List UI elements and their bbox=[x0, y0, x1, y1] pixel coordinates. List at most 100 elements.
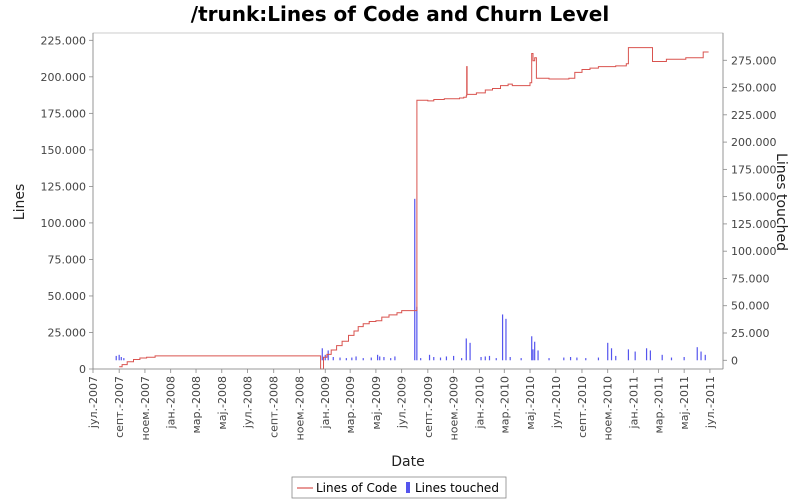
churn-bar bbox=[428, 354, 431, 361]
churn-bar bbox=[339, 357, 341, 361]
x-tick-label: септ.-2007 bbox=[113, 376, 126, 438]
churn-bar bbox=[445, 356, 448, 361]
churn-bar bbox=[469, 342, 471, 361]
x-tick-label: септ.-2009 bbox=[422, 376, 435, 438]
x-tick-label: јан.-2008 bbox=[165, 376, 178, 429]
churn-bar bbox=[433, 357, 435, 361]
y2-tick-label: 225.000 bbox=[731, 109, 777, 122]
churn-bar bbox=[597, 357, 600, 361]
churn-bar bbox=[670, 357, 673, 361]
y-tick-label: 25.000 bbox=[48, 326, 87, 339]
churn-bar bbox=[627, 349, 630, 361]
y2-tick-label: 250.000 bbox=[731, 82, 777, 95]
churn-bar bbox=[321, 348, 323, 361]
y2-tick-label: 50.000 bbox=[731, 300, 770, 313]
y-tick-label: 200.000 bbox=[41, 71, 87, 84]
x-tick-label: јан.-2009 bbox=[319, 376, 332, 429]
churn-bars bbox=[115, 198, 706, 361]
churn-bar bbox=[569, 357, 572, 361]
churn-bar bbox=[362, 358, 364, 361]
y2-tick-label: 175.000 bbox=[731, 163, 777, 176]
churn-bar bbox=[563, 357, 565, 361]
churn-bar bbox=[370, 357, 372, 361]
churn-bar bbox=[115, 355, 117, 361]
churn-bar bbox=[649, 350, 651, 361]
legend-churn-swatch bbox=[406, 482, 410, 493]
y-tick-label: 0 bbox=[79, 363, 86, 376]
churn-bar bbox=[607, 342, 609, 361]
y-tick-label: 175.000 bbox=[41, 107, 87, 120]
x-tick-label: мај.-2010 bbox=[524, 376, 537, 430]
churn-bar bbox=[520, 358, 522, 361]
churn-bar bbox=[537, 350, 539, 361]
y-tick-label: 75.000 bbox=[48, 253, 87, 266]
x-tick-label: септ.-2008 bbox=[268, 376, 281, 438]
churn-bar bbox=[118, 354, 120, 361]
legend-loc-label: Lines of Code bbox=[316, 481, 397, 495]
y2-tick-label: 275.000 bbox=[731, 54, 777, 67]
y-axis-title: Lines bbox=[12, 184, 28, 220]
x-tick-label: мај.-2011 bbox=[678, 376, 691, 430]
x-tick-label: мај.-2009 bbox=[370, 376, 383, 430]
y2-axis-title: Lines touched bbox=[773, 153, 789, 251]
x-tick-label: јул.-2009 bbox=[396, 376, 409, 429]
churn-bar bbox=[351, 357, 353, 361]
x-tick-label: мај.-2008 bbox=[216, 376, 229, 430]
x-tick-label: мар.-2008 bbox=[190, 376, 203, 433]
churn-bar bbox=[439, 357, 442, 361]
x-tick-label: ноем.-2010 bbox=[602, 376, 615, 440]
churn-bar bbox=[120, 357, 122, 361]
churn-bar bbox=[610, 348, 613, 361]
y2-tick-label: 75.000 bbox=[731, 272, 770, 285]
x-tick-label: мар.-2009 bbox=[344, 376, 357, 433]
churn-bar bbox=[661, 354, 663, 361]
churn-bar bbox=[509, 357, 511, 361]
churn-bar bbox=[390, 358, 392, 361]
x-tick-label: јул.-2010 bbox=[550, 376, 563, 429]
x-tick-label: ноем.-2007 bbox=[139, 376, 152, 440]
loc-line-group bbox=[119, 47, 709, 370]
churn-bar bbox=[332, 357, 334, 361]
x-tick-label: септ.-2010 bbox=[576, 376, 589, 438]
churn-bar bbox=[615, 355, 617, 361]
x-tick-label: јан.-2010 bbox=[473, 376, 486, 429]
y2-tick-label: 125.000 bbox=[731, 218, 777, 231]
churn-bar bbox=[532, 349, 534, 361]
churn-bar bbox=[394, 356, 396, 361]
churn-bar bbox=[453, 355, 455, 361]
legend-churn-label: Lines touched bbox=[415, 481, 499, 495]
churn-bar bbox=[465, 338, 467, 361]
churn-bar bbox=[383, 357, 385, 361]
x-tick-label: ноем.-2008 bbox=[293, 376, 306, 440]
x-tick-label: мар.-2010 bbox=[498, 376, 511, 433]
loc-line bbox=[119, 47, 709, 370]
x-axis-title: Date bbox=[391, 454, 424, 470]
churn-bar bbox=[683, 357, 685, 361]
churn-bar bbox=[548, 358, 550, 361]
churn-bar bbox=[585, 358, 587, 361]
x-tick-label: јул.-2008 bbox=[242, 376, 255, 429]
x-tick-label: јул.-2011 bbox=[704, 376, 717, 429]
x-tick-label: ноем.-2009 bbox=[448, 376, 461, 440]
churn-bar bbox=[704, 354, 706, 361]
churn-bar bbox=[461, 358, 463, 361]
churn-bar bbox=[534, 341, 536, 361]
churn-bar bbox=[696, 347, 698, 361]
churn-bar bbox=[327, 350, 329, 361]
churn-bar bbox=[355, 356, 357, 361]
plot-area bbox=[92, 32, 724, 370]
y-tick-label: 225.000 bbox=[41, 34, 87, 47]
chart-title: /trunk:Lines of Code and Churn Level bbox=[191, 2, 609, 26]
axes: 0 25.000 50.000 75.000 100.000 125.000 150.000… bbox=[41, 33, 777, 440]
y-tick-label: 100.000 bbox=[41, 217, 87, 230]
y2-tick-label: 25.000 bbox=[731, 327, 770, 340]
y-tick-label: 50.000 bbox=[48, 290, 87, 303]
churn-bar bbox=[634, 351, 636, 361]
churn-bar bbox=[420, 358, 422, 361]
churn-bar bbox=[480, 357, 482, 361]
churn-bar bbox=[576, 357, 578, 361]
legend: Lines of Code Lines touched bbox=[291, 476, 507, 499]
x-tick-label: јан.-2011 bbox=[627, 376, 640, 429]
churn-bar bbox=[414, 198, 416, 361]
